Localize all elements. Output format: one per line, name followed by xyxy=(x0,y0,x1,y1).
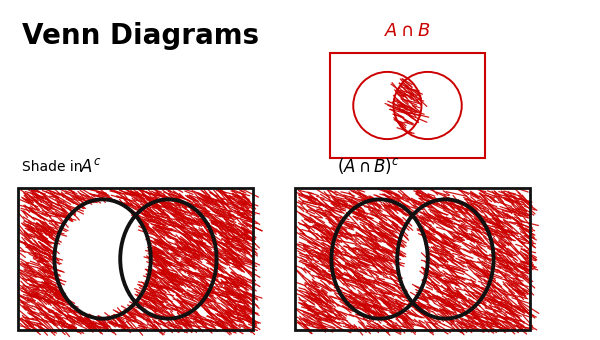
Bar xyxy=(330,53,485,158)
Text: $(A \cap B)^c$: $(A \cap B)^c$ xyxy=(337,156,400,176)
Text: Venn Diagrams: Venn Diagrams xyxy=(22,22,259,50)
Text: $A^c$: $A^c$ xyxy=(80,158,102,176)
Bar xyxy=(18,188,253,330)
Bar xyxy=(295,188,530,330)
Text: Shade in: Shade in xyxy=(22,160,83,174)
Text: $A \cap B$: $A \cap B$ xyxy=(384,22,431,40)
